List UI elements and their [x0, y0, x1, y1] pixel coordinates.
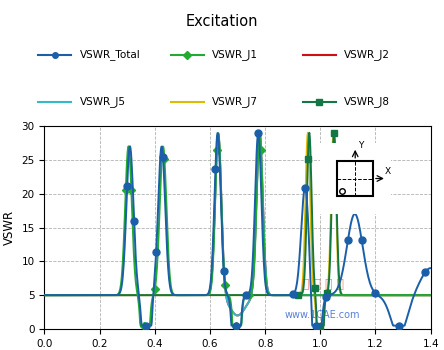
Text: X: X — [385, 167, 391, 176]
Text: VSWR_J2: VSWR_J2 — [344, 49, 390, 60]
Text: VSWR_J5: VSWR_J5 — [80, 97, 126, 107]
Y-axis label: VSWR: VSWR — [3, 210, 16, 245]
Text: VSWR_J7: VSWR_J7 — [212, 97, 258, 107]
Text: Y: Y — [358, 141, 364, 150]
Text: Excitation: Excitation — [186, 14, 258, 29]
Text: VSWR_J8: VSWR_J8 — [344, 97, 390, 107]
Bar — [337, 161, 373, 196]
Text: VSWR_Total: VSWR_Total — [80, 49, 140, 60]
Text: www.1CAE.com: www.1CAE.com — [285, 310, 360, 320]
Text: VSWR_J1: VSWR_J1 — [212, 49, 258, 60]
Text: 仿 真 在 线: 仿 真 在 线 — [301, 278, 344, 291]
